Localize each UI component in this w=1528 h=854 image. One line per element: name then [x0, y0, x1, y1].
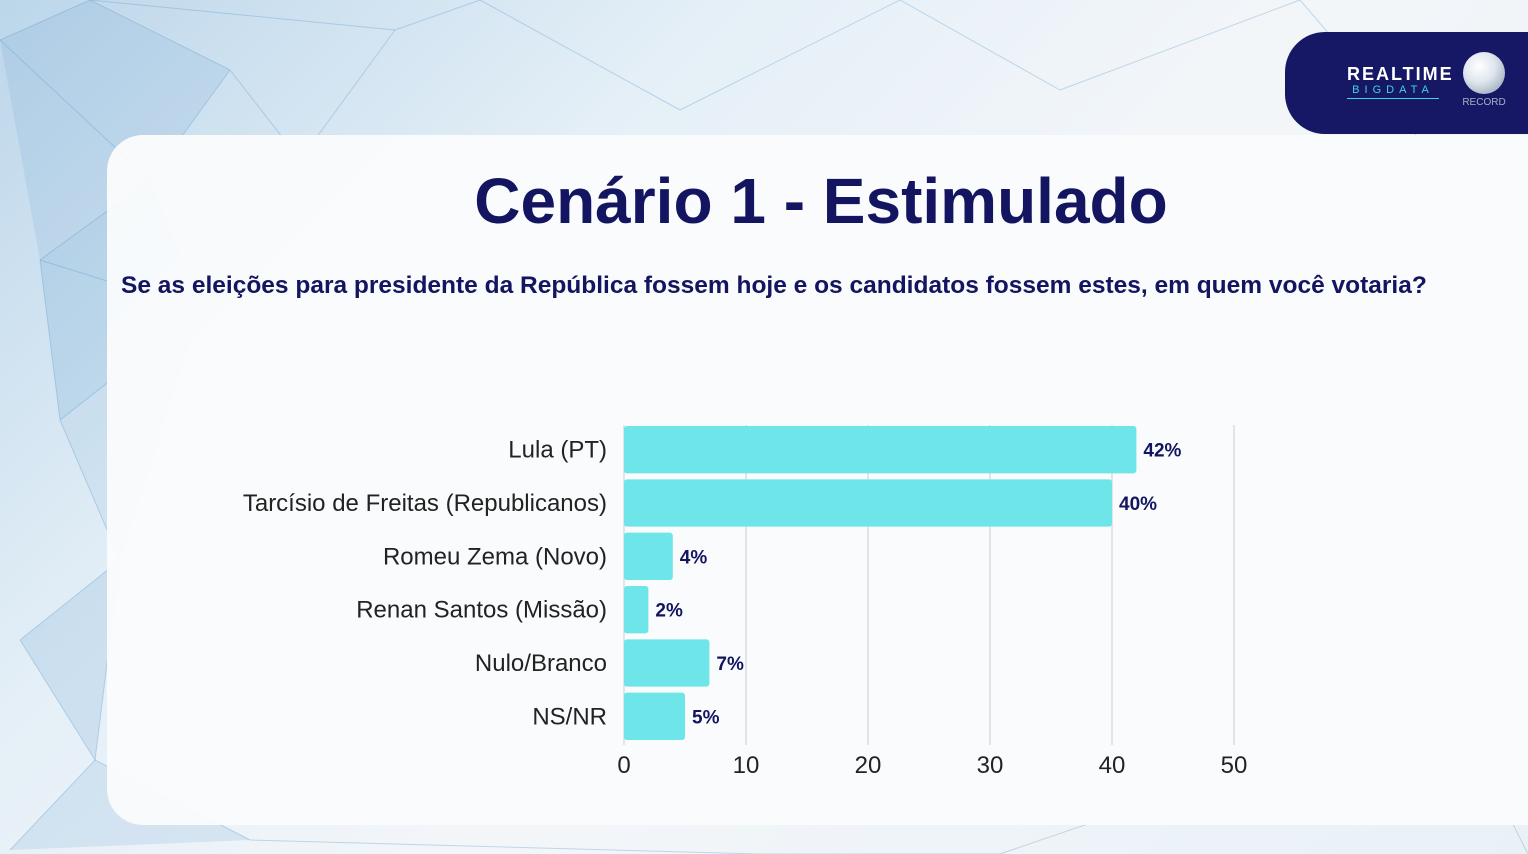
x-tick-label: 0	[617, 752, 630, 779]
logo-bigdata-text: BIGDATA	[1347, 84, 1439, 99]
x-tick-label: 40	[1099, 752, 1126, 779]
realtime-bigdata-record-logo: REALTIME BIGDATA RECORD	[1285, 32, 1528, 134]
category-label: Lula (PT)	[508, 437, 607, 464]
background-line	[679, 0, 901, 111]
data-label: 42%	[1143, 441, 1181, 462]
background-line	[249, 839, 761, 854]
background-facet	[0, 0, 230, 260]
bar	[624, 586, 649, 634]
x-tick-label: 10	[733, 752, 760, 779]
bar	[624, 639, 710, 687]
background-line	[1059, 0, 1301, 91]
background-line	[0, 0, 91, 41]
bar	[624, 692, 685, 740]
background-line	[479, 0, 681, 111]
background-line	[899, 0, 1061, 91]
background-line	[19, 559, 121, 641]
background-line	[39, 259, 61, 421]
background-line	[394, 0, 481, 31]
data-label: 2%	[655, 601, 683, 622]
category-label: NS/NR	[532, 703, 607, 730]
record-globe-icon	[1463, 52, 1505, 94]
x-tick-label: 50	[1221, 752, 1248, 779]
category-label: Tarcísio de Freitas (Republicanos)	[243, 490, 607, 517]
data-label: 40%	[1119, 494, 1157, 515]
background-line	[89, 0, 396, 31]
bar	[624, 479, 1112, 527]
category-label: Nulo/Branco	[475, 650, 607, 677]
bar	[624, 532, 673, 580]
bar	[624, 426, 1137, 474]
survey-question: Se as eleições para presidente da Repúbl…	[121, 272, 1427, 299]
background-line	[19, 639, 96, 761]
data-label: 7%	[716, 654, 744, 675]
x-tick-label: 20	[855, 752, 882, 779]
background-line	[9, 759, 96, 851]
data-label: 5%	[692, 707, 720, 728]
page-title: Cenário 1 - Estimulado	[474, 165, 1168, 237]
x-tick-label: 30	[977, 752, 1004, 779]
data-label: 4%	[680, 547, 708, 568]
background-facet	[20, 560, 120, 760]
background-line	[89, 0, 231, 71]
category-label: Renan Santos (Missão)	[356, 597, 607, 624]
logo-realtime-text: REALTIME	[1347, 64, 1454, 84]
category-label: Romeu Zema (Novo)	[383, 543, 607, 570]
logo-record-text: RECORD	[1462, 97, 1506, 108]
